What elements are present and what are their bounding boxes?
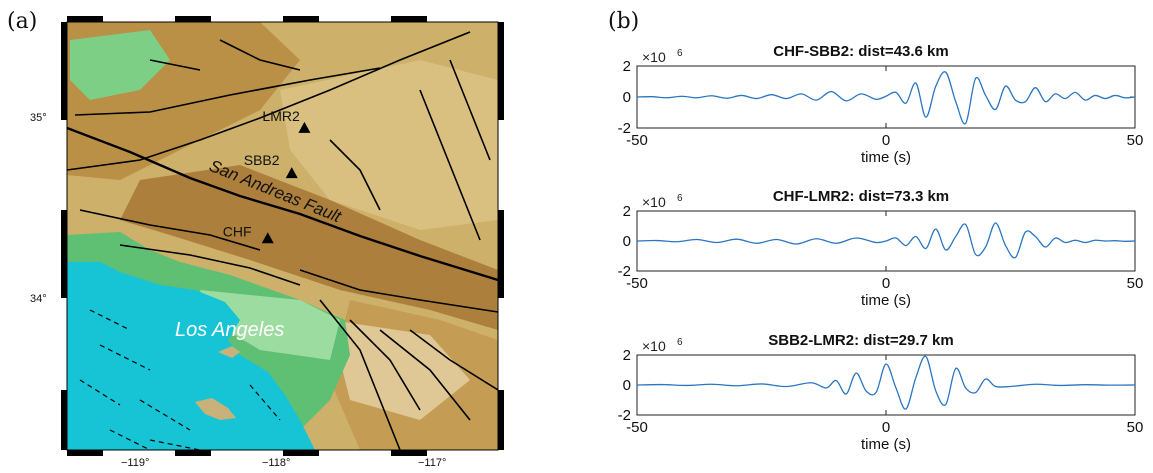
lon-tick-117: −117° [418,457,446,469]
plot-axes-box [636,65,1136,129]
x-tick-label: -50 [626,132,648,149]
x-tick-label: 50 [1127,132,1144,149]
plot-title: CHF-SBB2: dist=43.6 km [773,43,948,60]
exponent-superscript: 6 [677,48,683,59]
seismogram-chart-3: SBB2-LMR2: dist=29.7 km ×10 6 2 0 -2-50 0 50 tim… [618,332,1144,453]
pacific-ocean [67,262,315,450]
waveform-line-3 [636,355,1136,410]
island-santa-catalina [195,398,236,420]
x-axis-label: time (s) [861,436,911,453]
offshore-faults [79,309,281,450]
relief-map: 35° 34° −119° −118° −117° San Andreas Fa… [30,16,504,469]
station-label-chf: CHF [223,223,252,239]
y-tick-label: 0 [623,233,631,250]
station-label-sbb2: SBB2 [244,152,280,168]
los-angeles-label: Los Angeles [175,319,284,341]
x-tick-label: -50 [626,419,648,436]
lat-tick-34: 34° [30,293,47,305]
panel-b-label: (b) [608,9,639,34]
x-tick-label: -50 [626,275,648,292]
x-tick-label: 0 [882,132,890,149]
x-tick-label: 0 [882,419,890,436]
station-marker-sbb2 [285,167,298,179]
x-axis-label: time (s) [861,292,911,309]
lon-tick-118: −118° [262,457,290,469]
inland-valley [330,320,470,420]
san-andreas-fault-line [67,126,498,282]
y-tick-label: -2 [618,120,631,137]
seismogram-plots: CHF-SBB2: dist=43.6 km×10 620-2-50 0 50time… [618,43,1144,453]
y-tick-label: -2 [618,263,631,280]
station-marker-lmr2 [298,121,311,133]
mojave-desert [280,60,498,230]
station-marker-chf [261,232,274,244]
plot-title: CHF-LMR2: dist=73.3 km [773,188,949,205]
y-tick-label: 2 [623,58,631,75]
valley-lowland [70,30,170,100]
exponent-label: ×10 [642,49,666,65]
seismogram-chart-2: CHF-LMR2: dist=73.3 km ×10 6 2 0 -2-50 0 50 time… [618,188,1144,309]
fault-lines [67,31,498,450]
x-tick-label: 50 [1127,275,1144,292]
y-tick-label: 0 [623,89,631,106]
transverse-ranges [120,165,498,330]
map-border-ticks [61,16,504,456]
seismogram-chart-1: CHF-SBB2: dist=43.6 km ×10 6 2 0 -2-50 0 50 time… [618,43,1144,166]
exponent-label: ×10 [642,194,666,210]
station-label-lmr2: LMR2 [262,108,300,124]
la-basin [200,290,340,360]
y-tick-label: 0 [623,377,631,394]
y-tick-label: 2 [623,203,631,220]
lon-tick-119: −119° [121,457,149,469]
exponent-superscript: 6 [677,193,683,204]
exponent-label: ×10 [642,338,666,354]
y-tick-label: 2 [623,347,631,364]
panel-a-label: (a) [7,9,37,34]
x-axis-label: time (s) [861,149,911,166]
y-tick-label: -2 [618,407,631,424]
x-tick-label: 50 [1127,419,1144,436]
plot-title: SBB2-LMR2: dist=29.7 km [768,332,953,349]
lat-tick-35: 35° [30,112,47,124]
x-tick-label: 0 [882,275,890,292]
waveform-line-1 [636,71,1136,125]
waveform-line-2 [636,222,1136,259]
stations: LMR2 SBB2 CHF [223,108,311,244]
exponent-superscript: 6 [677,337,683,348]
island-palos-verdes [218,346,240,358]
